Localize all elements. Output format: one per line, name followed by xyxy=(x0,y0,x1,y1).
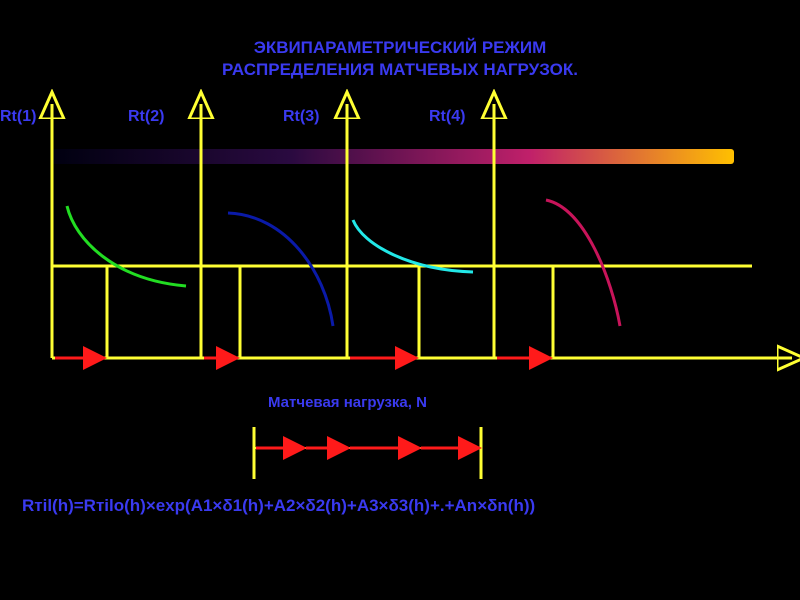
inner-segments xyxy=(105,266,555,358)
bottom-arrow-group xyxy=(252,427,483,479)
x-axis-label: Матчевая нагрузка, N xyxy=(268,394,427,411)
axis-label-rt1: Rt(1) xyxy=(0,108,37,125)
title-line-2: РАСПРЕДЕЛЕНИЯ МАТЧЕВЫХ НАГРУЗОК. xyxy=(222,60,578,79)
curve-2 xyxy=(227,211,335,327)
axis-label-rt4: Rt(4) xyxy=(429,108,466,125)
vertical-axes xyxy=(52,104,494,358)
curve-4 xyxy=(545,198,622,327)
curve-1 xyxy=(65,205,187,288)
formula: Rтil(h)=Rтilo(h)×exp(A1×δ1(h)+A2×δ2(h)+A… xyxy=(22,496,536,515)
curve-3 xyxy=(351,219,474,274)
axis-label-rt3: Rt(3) xyxy=(283,108,320,125)
gradient-bar xyxy=(52,149,734,164)
axis-label-rt2: Rt(2) xyxy=(128,108,165,125)
title-line-1: ЭКВИПАРАМЕТРИЧЕСКИЙ РЕЖИМ xyxy=(253,38,547,57)
